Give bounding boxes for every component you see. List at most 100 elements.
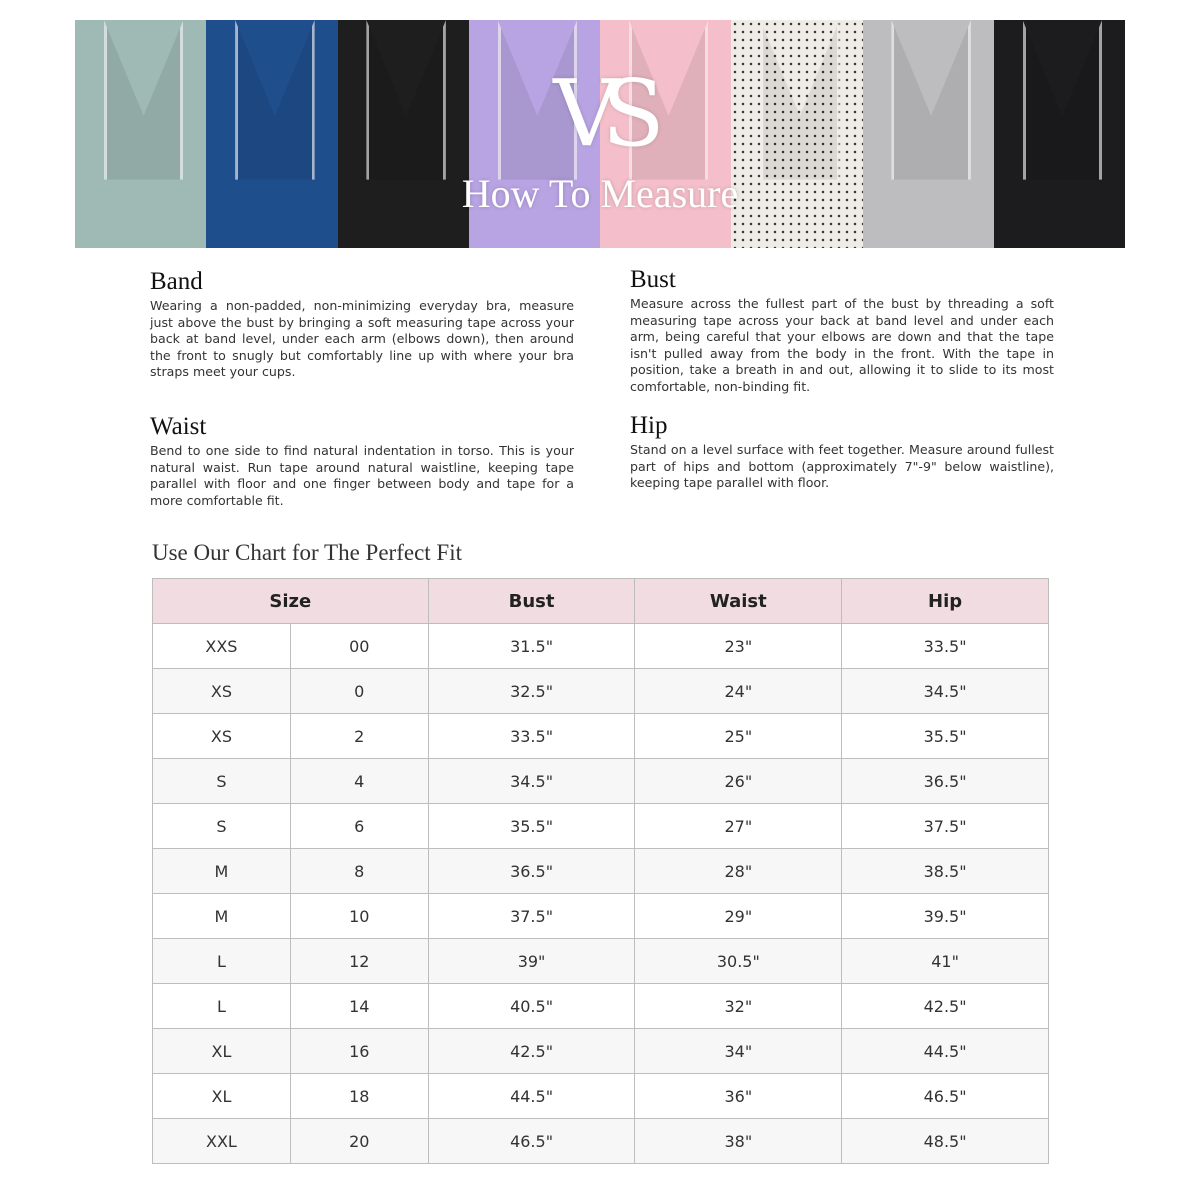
waist-value: 23"	[634, 623, 843, 669]
size-letter: S	[152, 803, 291, 849]
section-text: Wearing a non-padded, non-minimizing eve…	[150, 298, 574, 380]
size-letter: XS	[152, 713, 291, 759]
section-hip: Hip Stand on a level surface with feet t…	[630, 412, 1054, 492]
size-chart-table: Size Bust Waist Hip XXS 00 31.5" 23" 33.5" XS…	[152, 578, 1049, 1164]
pajama-panel	[731, 20, 863, 248]
size-letter: L	[152, 983, 291, 1029]
section-band: Band Wearing a non-padded, non-minimizin…	[150, 268, 574, 381]
hip-value: 35.5"	[841, 713, 1049, 759]
hip-value: 48.5"	[841, 1118, 1049, 1164]
banner-title: How To Measure	[461, 171, 739, 216]
section-text: Stand on a level surface with feet toget…	[630, 442, 1054, 491]
table-row: L 14 40.5" 32" 42.5"	[152, 983, 1049, 1029]
pajama-panel	[993, 20, 1125, 248]
bust-value: 46.5"	[427, 1118, 636, 1164]
size-letter: XL	[152, 1028, 291, 1074]
bust-value: 44.5"	[427, 1073, 636, 1119]
pajama-panel	[468, 20, 600, 248]
hip-value: 39.5"	[841, 893, 1049, 939]
pajama-panel	[75, 20, 207, 248]
size-letter: XXS	[152, 623, 291, 669]
header-size: Size	[152, 578, 429, 624]
table-row: XXS 00 31.5" 23" 33.5"	[152, 623, 1049, 669]
size-number: 00	[289, 623, 429, 669]
size-letter: XL	[152, 1073, 291, 1119]
hip-value: 33.5"	[841, 623, 1049, 669]
size-letter: XXL	[152, 1118, 291, 1164]
size-number: 18	[289, 1073, 429, 1119]
hip-value: 36.5"	[841, 758, 1049, 804]
brand-logo: VS	[553, 60, 664, 167]
waist-value: 24"	[634, 668, 843, 714]
hip-value: 38.5"	[841, 848, 1049, 894]
hip-value: 41"	[841, 938, 1049, 984]
hip-value: 34.5"	[841, 668, 1049, 714]
header-bust: Bust	[427, 578, 636, 624]
table-row: S 6 35.5" 27" 37.5"	[152, 803, 1049, 849]
size-letter: S	[152, 758, 291, 804]
section-text: Bend to one side to find natural indenta…	[150, 443, 574, 508]
bust-value: 42.5"	[427, 1028, 636, 1074]
waist-value: 27"	[634, 803, 843, 849]
size-number: 20	[289, 1118, 429, 1164]
waist-value: 26"	[634, 758, 843, 804]
bust-value: 36.5"	[427, 848, 636, 894]
table-row: XS 0 32.5" 24" 34.5"	[152, 668, 1049, 714]
hip-value: 44.5"	[841, 1028, 1049, 1074]
waist-value: 36"	[634, 1073, 843, 1119]
bust-value: 40.5"	[427, 983, 636, 1029]
pajama-panel	[337, 20, 469, 248]
waist-value: 32"	[634, 983, 843, 1029]
pajama-panel	[206, 20, 338, 248]
section-heading: Band	[150, 268, 203, 295]
size-letter: L	[152, 938, 291, 984]
section-bust: Bust Measure across the fullest part of …	[630, 266, 1054, 396]
table-header-row: Size Bust Waist Hip	[152, 578, 1049, 624]
pajama-panel	[600, 20, 732, 248]
size-number: 4	[289, 758, 429, 804]
size-number: 12	[289, 938, 429, 984]
section-waist: Waist Bend to one side to find natural i…	[150, 413, 574, 509]
size-number: 10	[289, 893, 429, 939]
table-row: S 4 34.5" 26" 36.5"	[152, 758, 1049, 804]
waist-value: 29"	[634, 893, 843, 939]
table-row: XS 2 33.5" 25" 35.5"	[152, 713, 1049, 759]
table-row: XL 16 42.5" 34" 44.5"	[152, 1028, 1049, 1074]
waist-value: 25"	[634, 713, 843, 759]
waist-value: 38"	[634, 1118, 843, 1164]
bust-value: 33.5"	[427, 713, 636, 759]
size-letter: XS	[152, 668, 291, 714]
size-number: 8	[289, 848, 429, 894]
size-number: 16	[289, 1028, 429, 1074]
hero-banner	[75, 20, 1125, 248]
size-number: 6	[289, 803, 429, 849]
table-row: M 10 37.5" 29" 39.5"	[152, 893, 1049, 939]
waist-value: 28"	[634, 848, 843, 894]
bust-value: 35.5"	[427, 803, 636, 849]
size-number: 14	[289, 983, 429, 1029]
header-waist: Waist	[634, 578, 843, 624]
waist-value: 34"	[634, 1028, 843, 1074]
size-letter: M	[152, 848, 291, 894]
bust-value: 34.5"	[427, 758, 636, 804]
size-chart-title: Use Our Chart for The Perfect Fit	[152, 540, 462, 565]
table-row: XL 18 44.5" 36" 46.5"	[152, 1073, 1049, 1119]
table-row: M 8 36.5" 28" 38.5"	[152, 848, 1049, 894]
bust-value: 32.5"	[427, 668, 636, 714]
size-number: 2	[289, 713, 429, 759]
section-heading: Bust	[630, 266, 676, 293]
hip-value: 46.5"	[841, 1073, 1049, 1119]
header-hip: Hip	[841, 578, 1049, 624]
waist-value: 30.5"	[634, 938, 843, 984]
section-heading: Hip	[630, 412, 668, 439]
table-row: XXL 20 46.5" 38" 48.5"	[152, 1118, 1049, 1164]
bust-value: 31.5"	[427, 623, 636, 669]
size-letter: M	[152, 893, 291, 939]
table-row: L 12 39" 30.5" 41"	[152, 938, 1049, 984]
bust-value: 39"	[427, 938, 636, 984]
size-number: 0	[289, 668, 429, 714]
pajama-panel	[862, 20, 994, 248]
section-text: Measure across the fullest part of the b…	[630, 296, 1054, 394]
bust-value: 37.5"	[427, 893, 636, 939]
hip-value: 42.5"	[841, 983, 1049, 1029]
